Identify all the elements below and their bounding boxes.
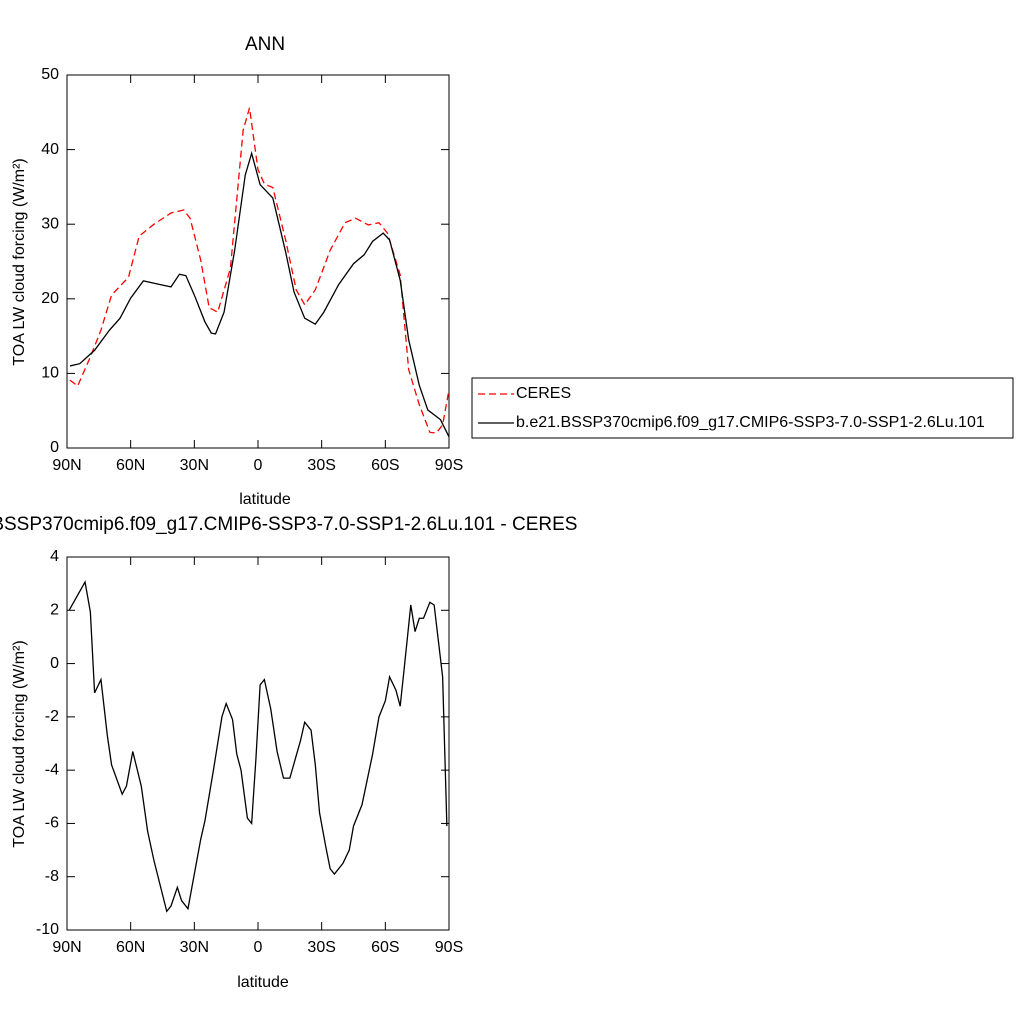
y-tick-label: 30: [41, 215, 59, 232]
x-tick-label: 60S: [371, 939, 399, 956]
x-tick-label: 60S: [371, 457, 399, 474]
y-tick-label: -4: [45, 761, 59, 778]
x-tick-label: 30N: [180, 457, 209, 474]
y-tick-label: -10: [36, 921, 59, 938]
chart-title: ANN: [245, 34, 285, 55]
x-tick-label: 0: [254, 939, 263, 956]
line-series: [69, 107, 450, 434]
line-series: [69, 150, 450, 438]
chart-title: b.e21.BSSP370cmip6.f09_g17.CMIP6-SSP3-7.…: [0, 514, 577, 535]
y-tick-label: -2: [45, 708, 59, 725]
x-tick-label: 60N: [116, 939, 145, 956]
y-tick-label: -6: [45, 815, 59, 832]
y-axis-label: TOA LW cloud forcing (W/m²): [11, 158, 28, 365]
legend-label: CERES: [516, 385, 571, 402]
x-tick-label: 90N: [52, 457, 81, 474]
y-tick-label: 2: [50, 602, 59, 619]
x-axis-label: latitude: [237, 974, 289, 991]
y-tick-label: 50: [41, 66, 59, 83]
x-tick-label: 90S: [435, 939, 463, 956]
y-tick-label: 40: [41, 141, 59, 158]
legend-box: [471, 377, 1014, 439]
y-tick-label: 10: [41, 365, 59, 382]
y-tick-label: 20: [41, 290, 59, 307]
x-tick-label: 30N: [180, 939, 209, 956]
y-axis-label: TOA LW cloud forcing (W/m²): [11, 640, 28, 847]
y-tick-label: -8: [45, 868, 59, 885]
plot-frame: [66, 556, 450, 931]
x-tick-label: 30S: [307, 457, 335, 474]
y-tick-label: 0: [50, 439, 59, 456]
x-tick-label: 30S: [307, 939, 335, 956]
x-tick-label: 90S: [435, 457, 463, 474]
line-series: [68, 580, 448, 913]
x-tick-label: 90N: [52, 939, 81, 956]
y-tick-label: 4: [50, 548, 59, 565]
x-tick-label: 0: [254, 457, 263, 474]
legend-label: b.e21.BSSP370cmip6.f09_g17.CMIP6-SSP3-7.…: [516, 414, 985, 431]
y-tick-label: 0: [50, 655, 59, 672]
x-tick-label: 60N: [116, 457, 145, 474]
x-axis-label: latitude: [239, 491, 291, 508]
plot-frame: [66, 74, 450, 449]
